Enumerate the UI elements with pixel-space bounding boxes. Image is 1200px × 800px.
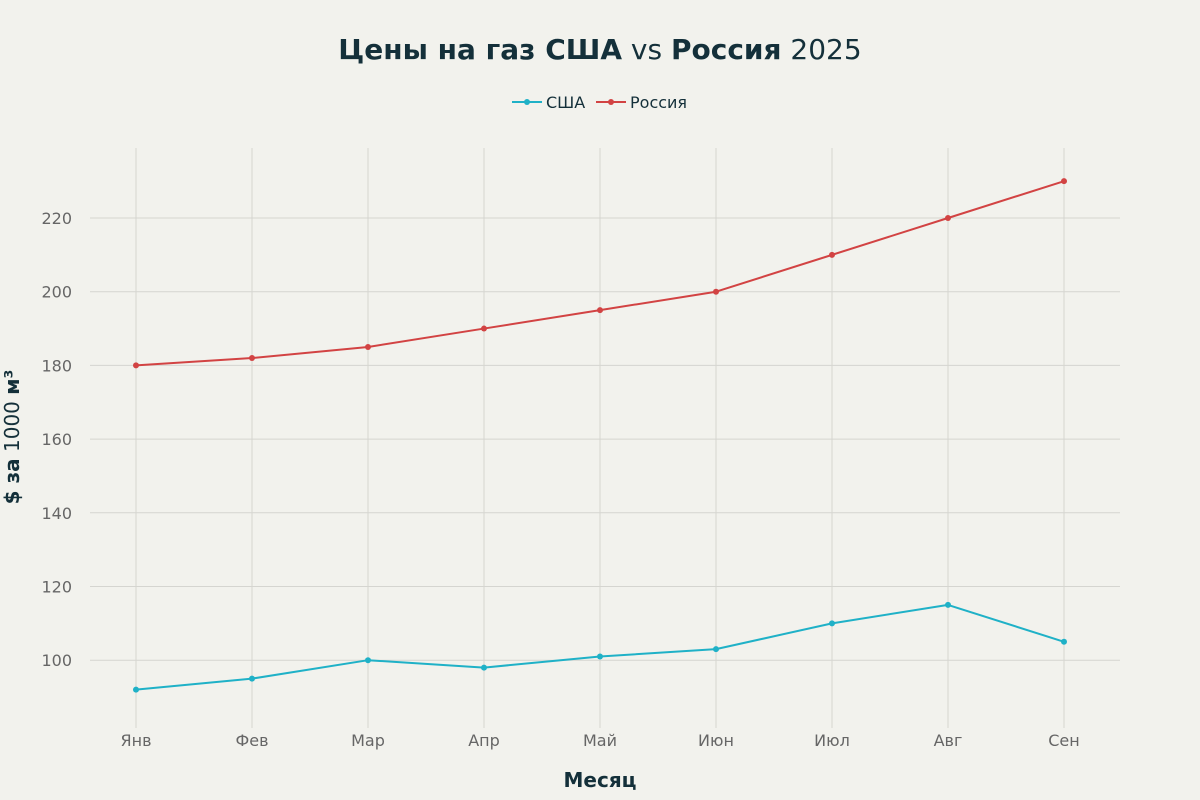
- data-point: [1061, 178, 1067, 185]
- data-point: [481, 325, 487, 332]
- y-tick-label: 200: [41, 283, 72, 302]
- x-tick-label: Сен: [1048, 731, 1079, 750]
- series-layer: [133, 178, 1067, 693]
- x-tick-label: Июл: [814, 731, 850, 750]
- data-point: [713, 646, 719, 653]
- y-axis-title-part-1: $ за: [0, 458, 24, 504]
- data-point: [713, 288, 719, 295]
- data-point: [249, 675, 255, 682]
- data-point: [249, 355, 255, 362]
- data-point: [597, 307, 603, 314]
- series-0: [133, 601, 1067, 693]
- y-axis-ticks: 100 120 140 160 180 200 220: [41, 209, 72, 670]
- legend-item: США: [512, 93, 585, 112]
- series-1: [133, 178, 1067, 369]
- y-axis-title-part-2: 1000: [0, 395, 24, 459]
- data-point: [133, 686, 139, 693]
- data-point: [365, 657, 371, 664]
- chart-title-part-2: vs: [622, 33, 671, 66]
- chart-title-part-3: Россия: [671, 33, 782, 66]
- y-tick-label: 100: [41, 651, 72, 670]
- legend-item: Россия: [596, 93, 687, 112]
- data-point: [945, 215, 951, 222]
- data-point: [1061, 638, 1067, 645]
- x-tick-label: Апр: [468, 731, 500, 750]
- y-tick-label: 120: [41, 578, 72, 597]
- data-point: [133, 362, 139, 369]
- y-axis-title: $ за 1000 м³: [0, 370, 24, 505]
- legend: США Россия: [512, 93, 687, 112]
- legend-label: Россия: [630, 93, 687, 112]
- legend-swatch-marker: [524, 99, 530, 105]
- x-tick-label: Авг: [934, 731, 963, 750]
- legend-swatch-marker: [608, 99, 614, 105]
- x-tick-label: Май: [583, 731, 617, 750]
- x-tick-label: Янв: [120, 731, 151, 750]
- x-tick-label: Фев: [235, 731, 268, 750]
- x-axis-ticks: Янв Фев Мар Апр Май Июн Июл Авг Сен: [120, 731, 1079, 750]
- chart-title: Цены на газ США vs Россия 2025: [338, 33, 861, 66]
- chart-title-part-4: 2025: [782, 33, 862, 66]
- grid: [90, 148, 1120, 728]
- y-tick-label: 140: [41, 504, 72, 523]
- y-tick-label: 220: [41, 209, 72, 228]
- legend-label: США: [546, 93, 585, 112]
- data-point: [829, 251, 835, 258]
- x-tick-label: Июн: [698, 731, 734, 750]
- data-point: [481, 664, 487, 671]
- chart-title-part-1: Цены на газ США: [338, 33, 622, 66]
- x-axis-title: Месяц: [564, 768, 637, 792]
- data-point: [365, 343, 371, 350]
- x-tick-label: Мар: [351, 731, 385, 750]
- y-tick-label: 180: [41, 356, 72, 375]
- data-point: [945, 601, 951, 608]
- y-tick-label: 160: [41, 430, 72, 449]
- data-point: [597, 653, 603, 660]
- data-point: [829, 620, 835, 627]
- y-axis-title-part-3: м³: [0, 370, 24, 395]
